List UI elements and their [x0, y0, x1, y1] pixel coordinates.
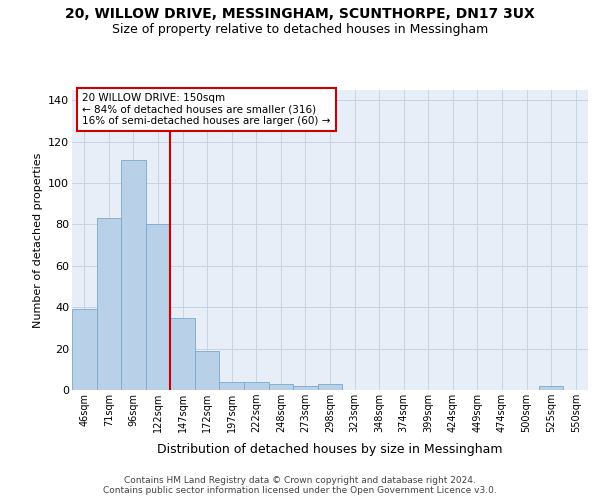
Bar [293, 386, 318, 390]
Bar [220, 382, 244, 390]
Text: Distribution of detached houses by size in Messingham: Distribution of detached houses by size … [157, 442, 503, 456]
Text: Contains HM Land Registry data © Crown copyright and database right 2024.
Contai: Contains HM Land Registry data © Crown c… [103, 476, 497, 495]
Text: Size of property relative to detached houses in Messingham: Size of property relative to detached ho… [112, 22, 488, 36]
Bar [170, 318, 195, 390]
Bar [121, 160, 146, 390]
Bar [97, 218, 121, 390]
Bar [539, 386, 563, 390]
Bar [72, 310, 97, 390]
Bar [244, 382, 269, 390]
Bar [146, 224, 170, 390]
Bar [195, 350, 220, 390]
Bar [269, 384, 293, 390]
Text: 20 WILLOW DRIVE: 150sqm
← 84% of detached houses are smaller (316)
16% of semi-d: 20 WILLOW DRIVE: 150sqm ← 84% of detache… [82, 93, 331, 126]
Bar [318, 384, 342, 390]
Y-axis label: Number of detached properties: Number of detached properties [32, 152, 43, 328]
Text: 20, WILLOW DRIVE, MESSINGHAM, SCUNTHORPE, DN17 3UX: 20, WILLOW DRIVE, MESSINGHAM, SCUNTHORPE… [65, 8, 535, 22]
